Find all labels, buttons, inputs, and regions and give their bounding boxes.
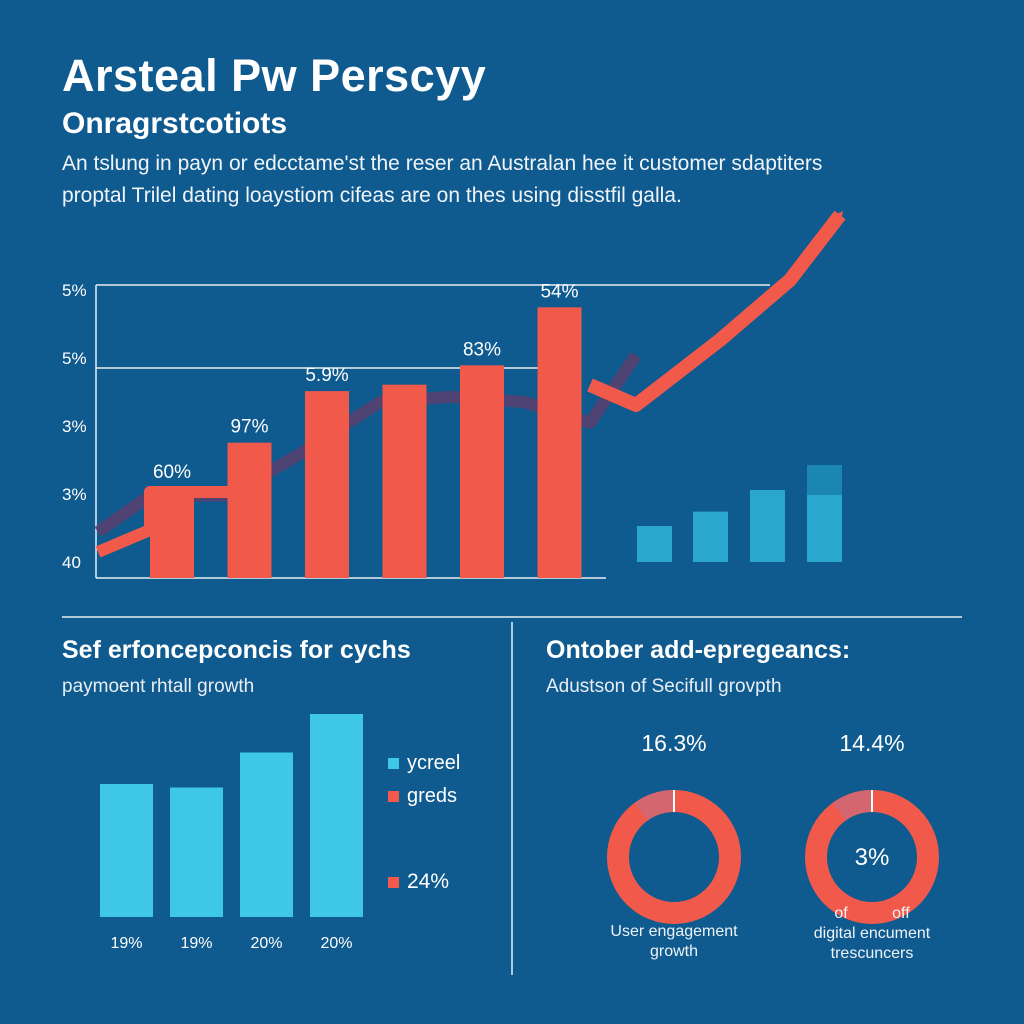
secondary-bars-group [637, 465, 842, 562]
bar [227, 442, 272, 578]
bar [170, 787, 223, 917]
bar [460, 365, 504, 578]
y-tick-label: 5% [62, 349, 87, 368]
bar-data-label: 60% [153, 462, 191, 483]
bottom-left-bars-group: 19% 19% 20% 20% [100, 714, 363, 952]
left-section-title: Sef erfoncepconcis for cychs [62, 636, 411, 664]
caption-line: digital encument [813, 925, 931, 942]
x-tick-label: 20% [250, 935, 282, 952]
caption-line: growth [649, 943, 699, 960]
secondary-bar-cap [807, 465, 842, 495]
legend-swatch [388, 876, 399, 888]
legend-item: 24% [388, 870, 460, 894]
intro-line-2: proptal Trilel dating loaystiom cifeas a… [62, 184, 682, 207]
legend-label: greds [407, 785, 458, 807]
bar [382, 384, 427, 578]
bar-data-label: 83% [463, 339, 501, 360]
intro-text: An tslung in payn or edcctame'st the res… [62, 148, 942, 212]
bar [537, 307, 582, 578]
caption-line: User engagement [610, 923, 738, 940]
legend-item: greds [388, 785, 460, 808]
legend-label: ycreel [407, 752, 461, 774]
caption-line: of off [834, 905, 910, 922]
donut-2-caption: of off digital encument trescuncers [772, 904, 972, 964]
left-section-subtitle: paymoent rhtall growth [62, 676, 255, 697]
right-section-subtitle: Adustson of Secifull grovpth [546, 676, 782, 697]
y-tick-label: 3% [62, 417, 87, 436]
x-tick-label: 20% [320, 935, 352, 952]
legend-label: 24% [407, 870, 450, 893]
secondary-bar [637, 526, 672, 562]
bar-data-label: 5.9% [305, 365, 348, 386]
right-section-title: Ontober add-epregeancs: [546, 636, 851, 664]
y-tick-label: 5% [62, 281, 87, 300]
donut-charts-group [607, 790, 939, 924]
main-bar-chart: 60% 97% 5.9% 83% 54% 5% 5% 3% 3% 40 [62, 210, 846, 579]
bottom-left-legend: ycreel greds 24% [388, 752, 460, 894]
legend-item: ycreel [388, 752, 460, 775]
x-tick-label: 19% [180, 935, 212, 952]
trend-arrow [587, 210, 846, 412]
bar-data-label: 54% [540, 281, 578, 302]
main-bars-group: 60% 97% 5.9% 83% 54% [150, 281, 582, 578]
secondary-bar [693, 511, 728, 562]
caption-line: trescuncers [830, 945, 914, 962]
bar [310, 714, 363, 917]
intro-line-1: An tslung in payn or edcctame'st the res… [62, 152, 823, 175]
y-tick-label: 3% [62, 485, 87, 504]
x-tick-label: 19% [110, 935, 142, 952]
y-tick-labels: 5% 5% 3% 3% 40 [62, 281, 87, 572]
bar [240, 752, 293, 917]
bar [100, 784, 153, 917]
legend-swatch [388, 791, 399, 802]
donut-ring [607, 790, 741, 924]
bar [305, 391, 349, 578]
page-subtitle: Onragrstcotiots [62, 107, 288, 140]
donut-1-value: 16.3% [641, 730, 707, 756]
donut-1-caption: User engagement growth [574, 922, 774, 962]
donut-2-value: 14.4% [839, 730, 905, 756]
page-title: Arsteal Pw Perscyy [62, 50, 487, 101]
donut-2-center-label: 3% [854, 844, 890, 871]
secondary-bar [750, 490, 785, 562]
bar-data-label: 97% [230, 417, 268, 438]
legend-swatch [388, 758, 399, 769]
y-tick-label: 40 [62, 553, 81, 572]
bar [150, 487, 194, 578]
